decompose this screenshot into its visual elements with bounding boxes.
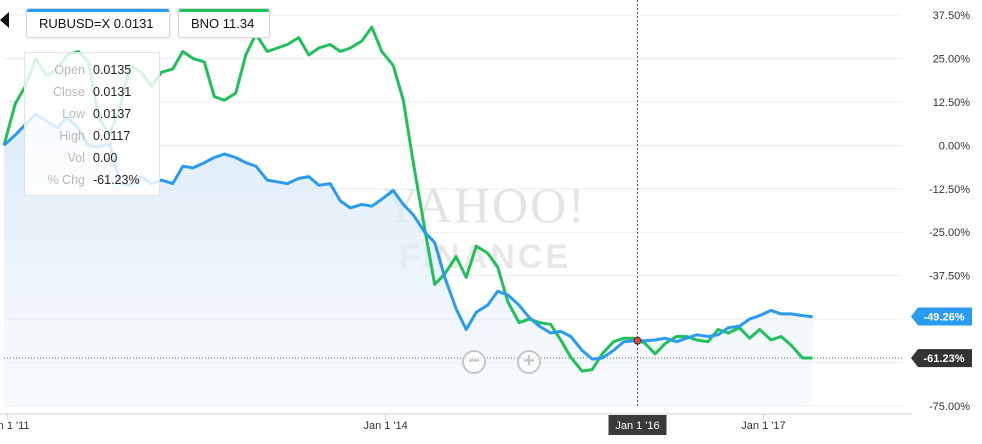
end-badge-shape bbox=[911, 307, 972, 326]
y-tick-label: -75.00% bbox=[929, 401, 970, 413]
x-tick-label: Jan 1 '16 bbox=[615, 420, 659, 432]
crosshair-marker bbox=[633, 336, 642, 345]
tooltip-label: Open bbox=[54, 63, 85, 77]
x-tick-label: Jan 1 '17 bbox=[741, 420, 785, 432]
legend-rubusd[interactable]: RUBUSD=X 0.0131 bbox=[26, 8, 170, 38]
legend-bno-label: BNO 11.34 bbox=[191, 16, 255, 31]
tooltip-value: 0.0131 bbox=[93, 85, 132, 99]
tooltip-value: 0.0117 bbox=[93, 129, 131, 143]
y-tick-label: -25.00% bbox=[929, 227, 970, 239]
tooltip-value: 0.0137 bbox=[93, 107, 132, 121]
zoom-in-button[interactable]: + bbox=[517, 350, 541, 374]
tooltip-label: Low bbox=[62, 107, 85, 121]
rubusd-end-badge: -49.26% bbox=[911, 307, 972, 326]
tooltip-label: High bbox=[59, 129, 85, 143]
y-tick-label: 25.00% bbox=[933, 53, 971, 65]
tooltip-label: Close bbox=[53, 85, 85, 99]
tooltip-value: 0.00 bbox=[93, 151, 118, 165]
back-arrow-icon[interactable] bbox=[0, 12, 9, 28]
legend-bno[interactable]: BNO 11.34 bbox=[178, 8, 270, 38]
legend-bno-color-bar bbox=[179, 9, 269, 12]
x-tick-label: Jan 1 '11 bbox=[0, 420, 30, 432]
rubusd-area bbox=[4, 114, 813, 406]
end-badge-label: -61.23% bbox=[924, 353, 965, 365]
tooltip-label: Vol bbox=[67, 151, 85, 165]
tooltip-row-open: Open 0.0135 bbox=[31, 59, 159, 81]
tooltip-value: 0.0135 bbox=[93, 63, 132, 77]
end-badge-label: -49.26% bbox=[924, 312, 965, 324]
bno-end-badge: -61.23% bbox=[911, 349, 972, 368]
y-tick-label: 37.50% bbox=[933, 10, 971, 22]
y-tick-label: -37.50% bbox=[929, 271, 970, 283]
ohlc-tooltip: Open 0.0135 Close 0.0131 Low 0.0137 High 0.0… bbox=[24, 52, 160, 196]
tooltip-row-high: High 0.0117 bbox=[31, 125, 159, 147]
end-badge-shape bbox=[911, 349, 972, 368]
x-tick-highlight bbox=[608, 415, 667, 435]
y-tick-label: -12.50% bbox=[929, 184, 970, 196]
legend-rubusd-color-bar bbox=[27, 9, 169, 12]
tooltip-row-pct-chg: % Chg -61.23% bbox=[31, 169, 159, 191]
tooltip-label: % Chg bbox=[47, 173, 85, 187]
tooltip-value: -61.23% bbox=[93, 173, 140, 187]
tooltip-row-low: Low 0.0137 bbox=[31, 103, 159, 125]
zoom-out-button[interactable]: − bbox=[462, 350, 486, 374]
tooltip-row-close: Close 0.0131 bbox=[31, 81, 159, 103]
tooltip-row-vol: Vol 0.00 bbox=[31, 147, 159, 169]
x-tick-label: Jan 1 '14 bbox=[363, 420, 407, 432]
y-tick-label: 0.00% bbox=[939, 140, 970, 152]
y-tick-label: 12.50% bbox=[933, 97, 971, 109]
legend-rubusd-label: RUBUSD=X 0.0131 bbox=[39, 16, 154, 31]
